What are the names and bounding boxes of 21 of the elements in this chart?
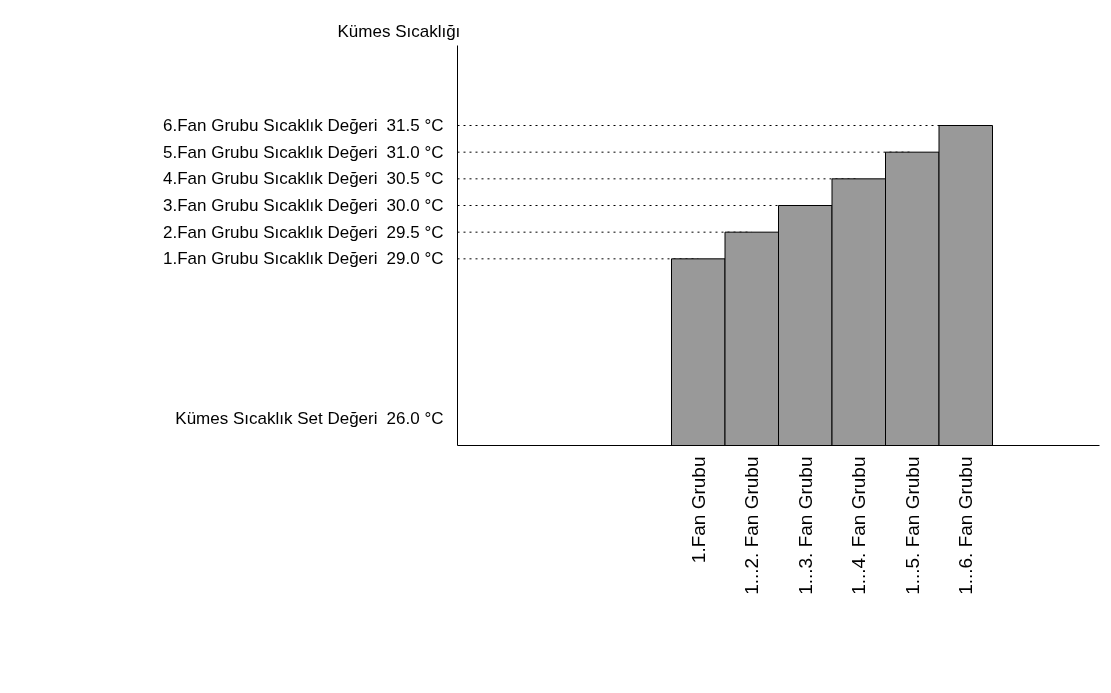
x-tick-label: 1.Fan Grubu	[687, 456, 709, 564]
x-tick-label: 1...3. Fan Grubu	[794, 456, 816, 595]
text: 2.Fan Grubu Sıcaklık Değeri	[163, 222, 378, 242]
y-tick-label: 31.0 °C	[386, 142, 444, 162]
x-tick-label: 1...2. Fan Grubu	[741, 456, 763, 595]
x-tick-label: 1...4. Fan Grubu	[848, 456, 870, 595]
x-tick-label: 1...6. Fan Grubu	[955, 456, 977, 595]
y-tick-label: 30.0 °C	[386, 196, 444, 215]
y-tick-label: 29.5 °C	[386, 222, 444, 242]
text: 1.Fan Grubu Sıcaklık Değeri	[163, 249, 378, 269]
y-axis-title: Kümes Sıcaklığı	[337, 21, 461, 41]
y-tick-label: 26.0 °C	[386, 409, 444, 429]
y-tick-label: 31.5 °C	[386, 116, 444, 135]
y-tick-label: 29.0 °C	[386, 249, 444, 269]
text: Kümes Sıcaklık Set Değeri	[175, 409, 378, 429]
text: 4.Fan Grubu Sıcaklık Değeri	[163, 169, 378, 189]
y-tick-label: 30.5 °C	[386, 169, 444, 189]
text: 3.Fan Grubu Sıcaklık Değeri	[163, 196, 378, 215]
text: 6.Fan Grubu Sıcaklık Değeri	[163, 116, 378, 135]
text: 5.Fan Grubu Sıcaklık Değeri	[163, 142, 378, 162]
x-tick-label: 1...5. Fan Grubu	[901, 456, 923, 595]
